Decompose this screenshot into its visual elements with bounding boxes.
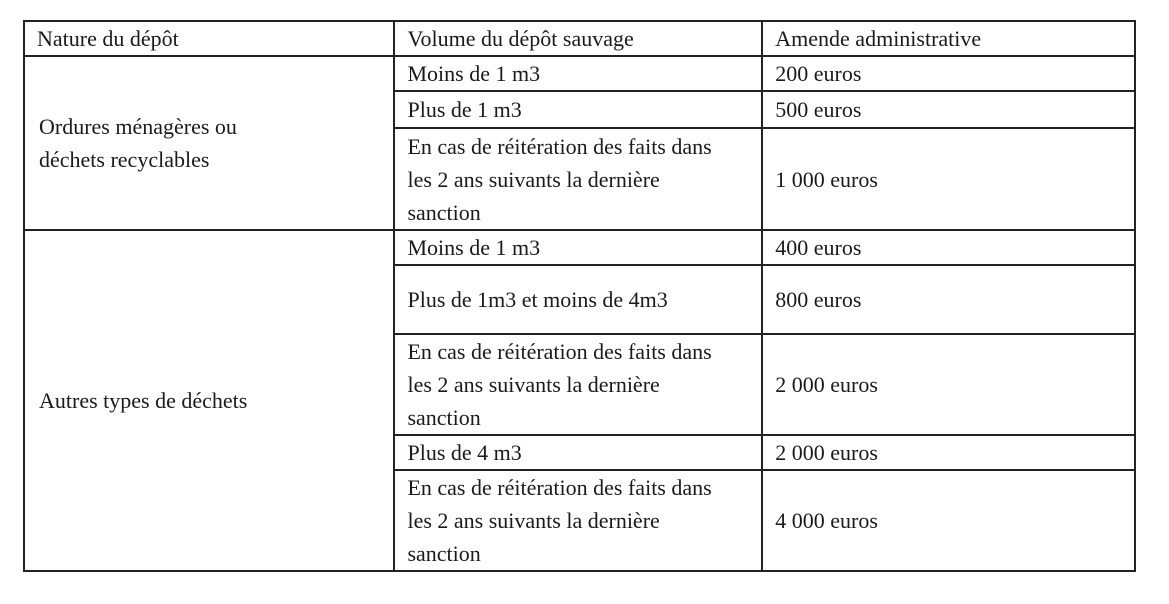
volume-text: Plus de 1m3 et moins de 4m3 [407,287,668,312]
volume-cell: En cas de réitération des faits dans les… [393,469,764,572]
volume-cell: Moins de 1 m3 [393,55,764,92]
volume-cell: En cas de réitération des faits dans les… [393,333,764,436]
volume-text: En cas de réitération des faits dans les… [407,339,712,430]
header-row: Nature du dépôt Volume du dépôt sauvage … [22,20,1136,57]
amende-cell: 500 euros [761,90,1136,129]
fines-table: Nature du dépôt Volume du dépôt sauvage … [22,20,1136,572]
table-row: Autres types de déchets Moins de 1 m3 40… [22,229,1136,572]
volume-cell: Plus de 1 m3 [393,90,764,129]
table-row: Plus de 1 m3 500 euros [24,90,1136,129]
table-row: En cas de réitération des faits dans les… [24,127,1136,231]
amende-cell: 2 000 euros [761,434,1136,471]
table-row: Ordures ménagères ou déchets recyclables… [22,55,1136,231]
header-nature: Nature du dépôt [22,20,396,57]
volume-cell: Plus de 4 m3 [393,434,764,471]
amende-cell: 400 euros [761,229,1136,266]
volume-text: En cas de réitération des faits dans les… [407,475,712,566]
amende-cell: 2 000 euros [761,333,1136,436]
table-row: En cas de réitération des faits dans les… [24,333,1136,436]
amende-cell: 800 euros [761,264,1136,335]
amende-cell: 4 000 euros [761,469,1136,572]
table-row: Plus de 1m3 et moins de 4m3 800 euros [24,264,1136,335]
header-volume: Volume du dépôt sauvage [393,20,764,57]
volume-cell: En cas de réitération des faits dans les… [393,127,764,231]
table-row: Plus de 4 m3 2 000 euros [24,434,1136,471]
volume-cell: Plus de 1m3 et moins de 4m3 [393,264,764,335]
nature-text: Ordures ménagères ou déchets recyclables [39,114,237,172]
volume-text: En cas de réitération des faits dans les… [407,133,712,225]
table-row: En cas de réitération des faits dans les… [24,469,1136,572]
nature-cell: Ordures ménagères ou déchets recyclables [22,55,396,231]
amende-cell: 1 000 euros [761,127,1136,231]
header-amende: Amende administrative [761,20,1136,57]
volume-cell: Moins de 1 m3 [393,229,764,266]
nature-cell: Autres types de déchets [22,229,396,572]
amende-cell: 200 euros [761,55,1136,92]
